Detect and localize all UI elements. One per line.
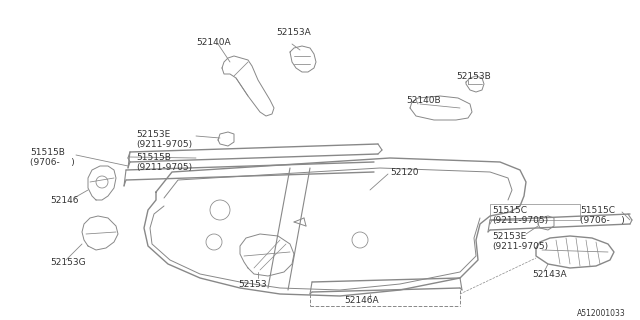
Text: (9706-    ): (9706- ) (30, 158, 75, 167)
Bar (490, 204, 580, 220)
Text: A512001033: A512001033 (577, 309, 626, 318)
Text: 52153A: 52153A (276, 28, 311, 37)
Text: (9211-9705): (9211-9705) (136, 140, 192, 149)
Text: (9211-9705): (9211-9705) (492, 216, 548, 225)
Text: 51515C: 51515C (492, 206, 527, 215)
Text: 52153B: 52153B (456, 72, 491, 81)
Text: 52140A: 52140A (196, 38, 230, 47)
Text: 52153E: 52153E (136, 130, 170, 139)
Text: 52143A: 52143A (532, 270, 566, 279)
Text: (9706-    ): (9706- ) (580, 216, 625, 225)
Text: (9211-9705): (9211-9705) (492, 242, 548, 251)
Text: 52120: 52120 (390, 168, 419, 177)
Text: 52153E: 52153E (492, 232, 526, 241)
Text: 51515C: 51515C (580, 206, 615, 215)
Text: 52146: 52146 (50, 196, 79, 205)
Text: 51515B: 51515B (136, 153, 171, 162)
Text: 52153: 52153 (238, 280, 267, 289)
Text: 52146A: 52146A (344, 296, 379, 305)
Text: 51515B: 51515B (30, 148, 65, 157)
Text: 52140B: 52140B (406, 96, 440, 105)
Text: (9211-9705): (9211-9705) (136, 163, 192, 172)
Text: 52153G: 52153G (50, 258, 86, 267)
